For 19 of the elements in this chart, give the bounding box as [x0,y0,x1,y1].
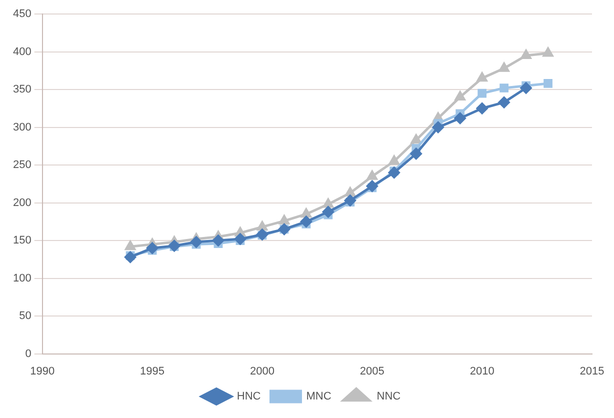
y-tick-label: 450 [12,8,32,20]
x-tick-label: 2015 [580,365,604,378]
x-tick-label: 2010 [470,365,494,378]
legend-label: MNC [306,390,332,403]
y-tick-label: 350 [12,84,32,96]
y-tick-label: 0 [25,348,32,360]
y-tick-label: 400 [12,46,32,58]
y-tick-label: 300 [12,121,32,134]
x-tick-label: 1990 [30,365,55,378]
y-tick-label: 200 [12,196,32,209]
x-tick-label: 1995 [140,365,165,378]
legend-label: HNC [236,390,261,403]
x-tick-label: 2005 [360,365,384,378]
y-tick-label: 150 [12,234,32,247]
y-tick-label: 100 [12,272,32,284]
legend-label: NNC [376,390,401,403]
x-tick-label: 2000 [250,365,274,378]
y-tick-label: 250 [12,159,32,172]
y-tick-label: 50 [19,310,32,322]
